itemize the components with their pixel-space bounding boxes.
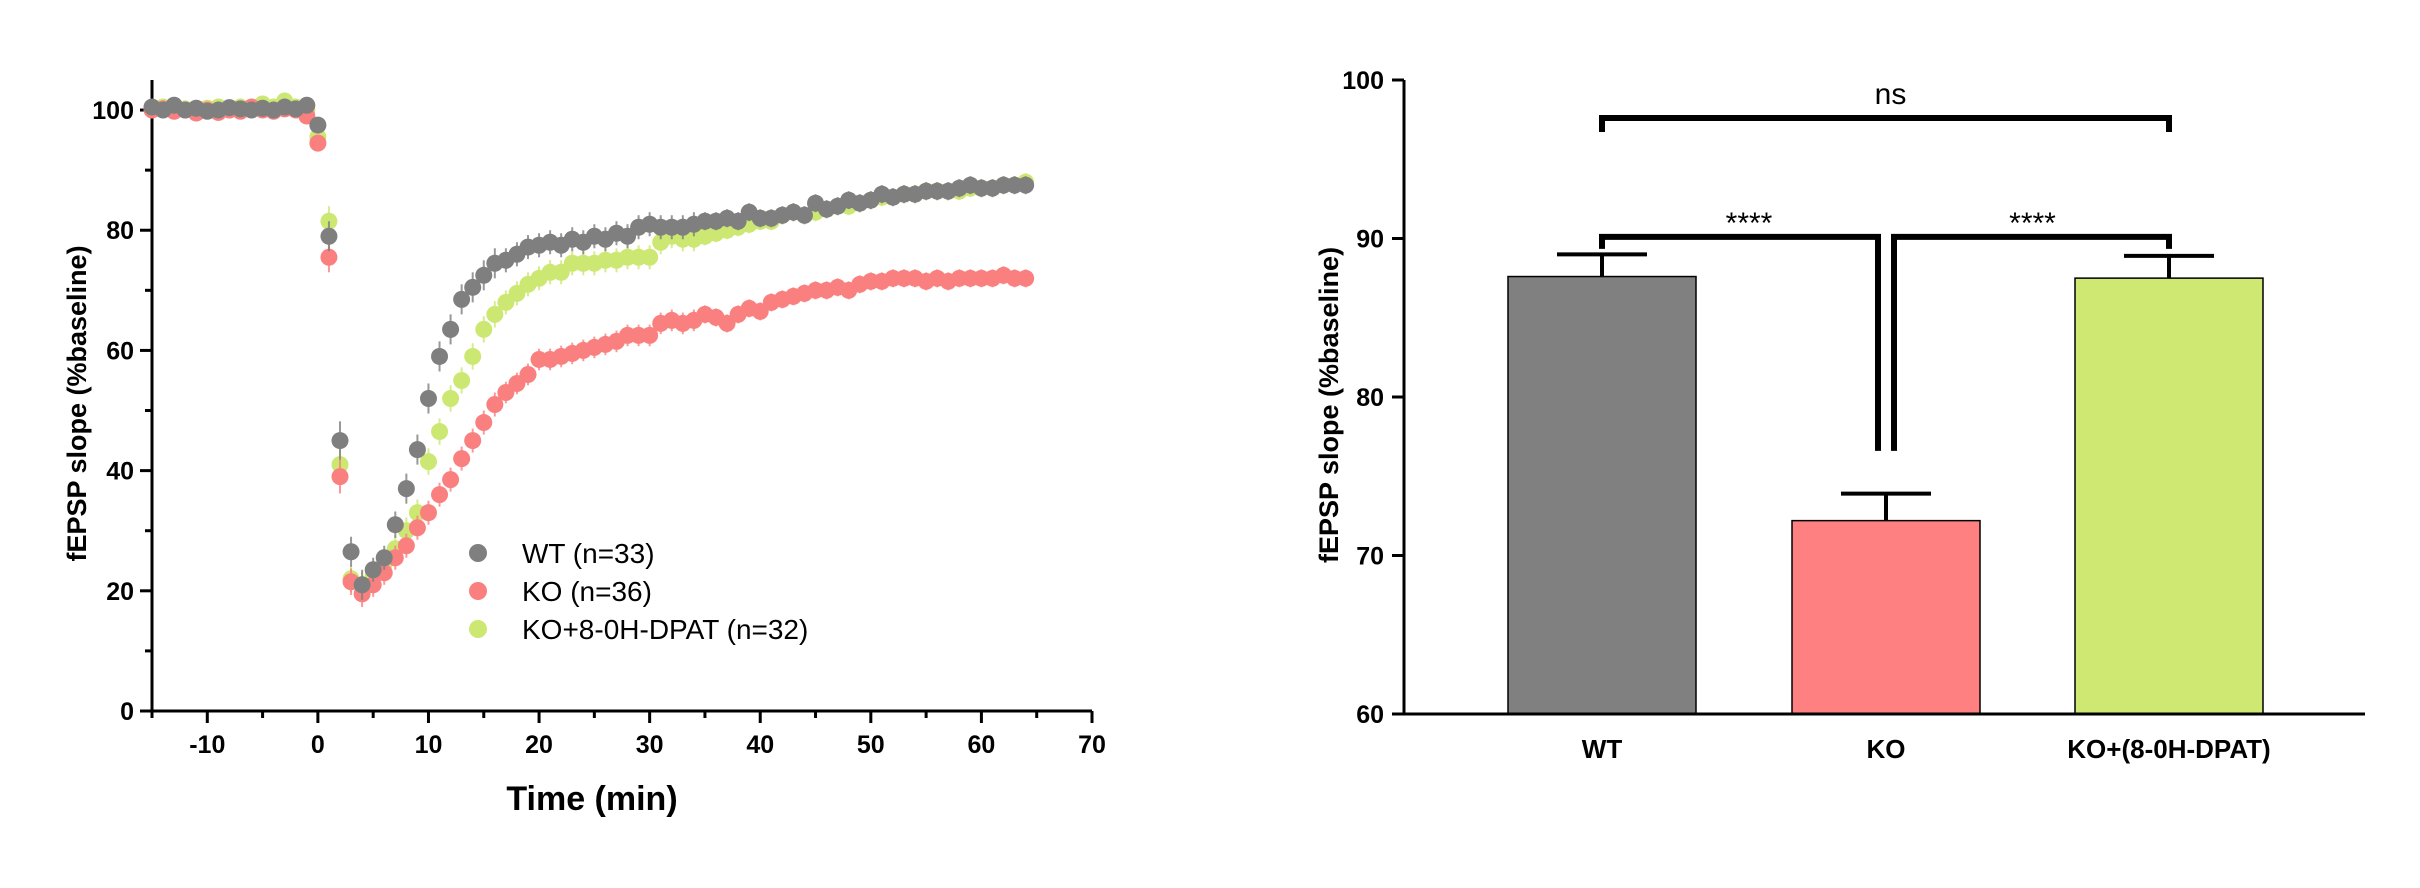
data-point (386, 516, 404, 534)
legend-marker (469, 582, 487, 600)
data-point (309, 116, 327, 134)
data-point (408, 519, 426, 537)
y-tick-label: 70 (1356, 543, 1384, 571)
x-tick-label: 50 (857, 731, 885, 759)
data-point (442, 471, 460, 489)
data-point (442, 320, 460, 338)
bar-chart: WT KO KO+(8-0H-DPAT) 60 70 80 90 100 **** **** ns… (1314, 67, 2365, 764)
data-point (431, 486, 449, 504)
x-tick-label: 70 (1078, 731, 1106, 759)
legend-marker (469, 544, 487, 562)
data-point (298, 96, 316, 114)
chart2-bars (1507, 252, 2264, 715)
y-tick-label: 60 (1356, 701, 1384, 729)
data-point (431, 347, 449, 365)
category-label: WT (1582, 734, 1623, 764)
data-point (795, 206, 813, 224)
data-point (1017, 176, 1035, 194)
significance-label: **** (2009, 207, 2056, 240)
x-tick-label: 30 (636, 731, 664, 759)
y-tick-label: 20 (106, 578, 134, 606)
data-point (1017, 269, 1035, 287)
bar (2074, 277, 2264, 715)
chart1-y-axis-title: fEPSP slope (%baseline) (62, 245, 92, 561)
data-point (320, 248, 338, 266)
data-point (331, 468, 349, 486)
data-point (475, 266, 493, 284)
legend-marker (469, 620, 487, 638)
data-point (320, 227, 338, 245)
y-tick-label: 90 (1356, 226, 1384, 254)
data-point (397, 537, 415, 555)
category-label: KO (1867, 734, 1906, 764)
x-tick-label: 40 (746, 731, 774, 759)
data-point (431, 423, 449, 441)
x-tick-label: 0 (311, 731, 325, 759)
x-tick-label: 10 (415, 731, 443, 759)
data-point (453, 371, 471, 389)
data-point (442, 390, 460, 408)
data-point (453, 290, 471, 308)
significance-label: ns (1875, 78, 1907, 111)
bar (1507, 275, 1697, 715)
legend-label: WT (n=33) (522, 538, 655, 569)
significance-bracket (1599, 233, 1881, 451)
bar (1791, 519, 1981, 715)
data-point (331, 432, 349, 450)
data-point (641, 326, 659, 344)
data-point (375, 549, 393, 567)
data-point (397, 480, 415, 498)
legend-label: KO (n=36) (522, 576, 652, 607)
x-tick-label: 20 (525, 731, 553, 759)
x-tick-label: -10 (189, 731, 225, 759)
data-point (364, 561, 382, 579)
data-point (486, 396, 504, 414)
data-point (464, 432, 482, 450)
chart1-x-axis-title: Time (min) (506, 780, 677, 818)
data-point (419, 453, 437, 471)
significance-bracket (1891, 233, 2172, 451)
data-point (486, 305, 504, 323)
data-point (419, 390, 437, 408)
data-point (408, 441, 426, 459)
data-point (519, 365, 537, 383)
series-1 (143, 98, 1035, 608)
data-point (641, 248, 659, 266)
chart2-axes: WT KO KO+(8-0H-DPAT) 60 70 80 90 100 (1342, 67, 2365, 764)
series-0 (143, 96, 1035, 600)
y-tick-label: 0 (120, 698, 134, 726)
y-tick-label: 80 (106, 217, 134, 245)
chart2-significance: **** **** ns (1599, 78, 2172, 451)
y-tick-label: 100 (92, 97, 134, 125)
chart1-legend: WT (n=33) KO (n=36) KO+8-0H-DPAT (n=32) (469, 538, 808, 645)
y-tick-label: 100 (1342, 67, 1384, 95)
data-point (475, 320, 493, 338)
y-tick-label: 80 (1356, 384, 1384, 412)
chart2-y-axis-title: fEPSP slope (%baseline) (1314, 247, 1344, 563)
y-tick-label: 40 (106, 458, 134, 486)
data-point (419, 504, 437, 522)
data-point (475, 414, 493, 432)
legend-label: KO+8-0H-DPAT (n=32) (522, 614, 808, 645)
chart1-data (143, 92, 1035, 608)
data-point (353, 576, 371, 594)
time-course-chart: 0 20 40 60 80 100 -10 0 10 20 30 40 50 60 70 WT (n=33)… (62, 80, 1106, 818)
category-label: KO+(8-0H-DPAT) (2067, 734, 2270, 764)
x-tick-label: 60 (968, 731, 996, 759)
data-point (464, 347, 482, 365)
data-point (453, 450, 471, 468)
significance-bracket (1599, 115, 2172, 133)
data-point (309, 134, 327, 152)
data-point (464, 278, 482, 296)
data-point (342, 543, 360, 561)
y-tick-label: 60 (106, 337, 134, 365)
significance-label: **** (1726, 207, 1773, 240)
